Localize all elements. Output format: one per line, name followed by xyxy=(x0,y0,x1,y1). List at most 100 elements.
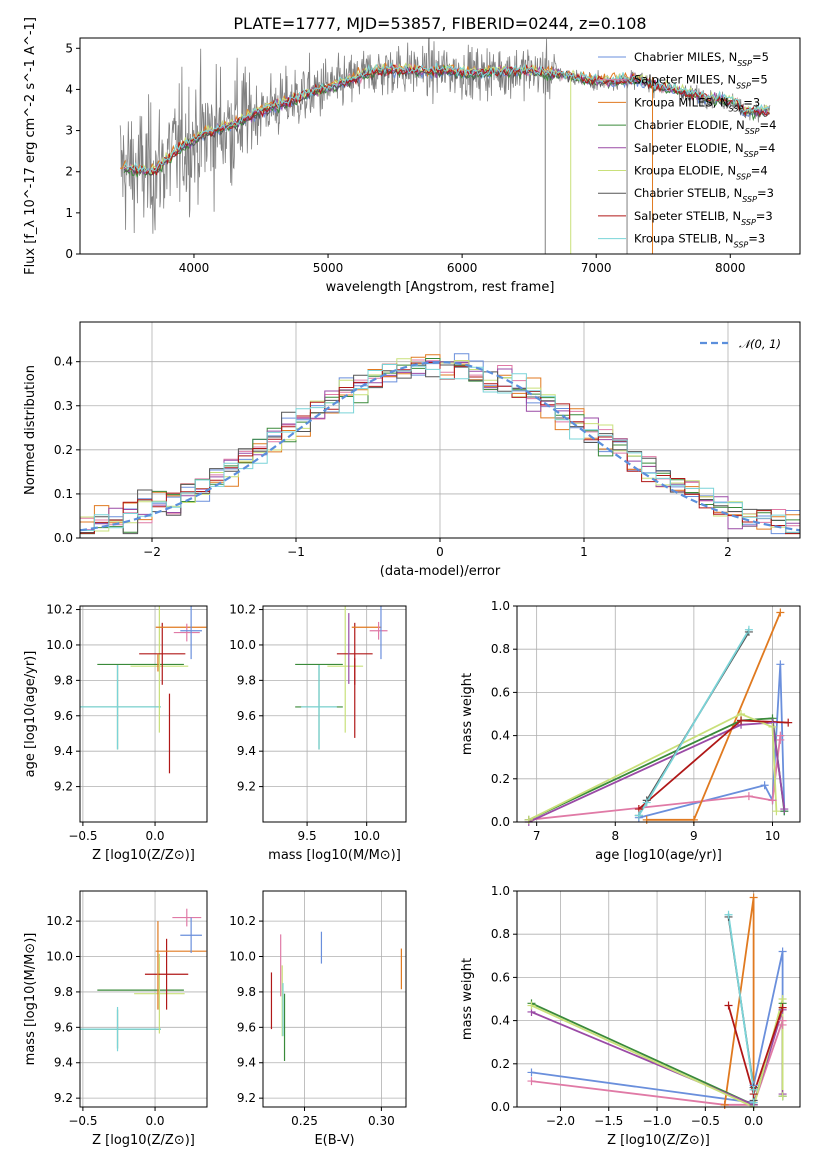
y-tick-label: 4 xyxy=(65,82,73,96)
y-tick-label: 1 xyxy=(65,206,73,220)
weight-marker xyxy=(724,1001,733,1010)
y-tick-label: 0.1 xyxy=(54,487,73,501)
x-tick-label: −0.5 xyxy=(691,1114,720,1128)
y-tick-label: 9.8 xyxy=(237,673,256,687)
x-tick-label: 9 xyxy=(690,829,698,843)
data-point xyxy=(173,623,200,642)
weight-series-line xyxy=(727,914,755,1103)
figure-title: PLATE=1777, MJD=53857, FIBERID=0244, z=0… xyxy=(233,14,646,33)
x-tick-label: 7000 xyxy=(581,261,612,275)
weight-marker xyxy=(642,815,651,824)
y-tick-label: 9.2 xyxy=(54,780,73,794)
plot-area xyxy=(80,908,207,1052)
panel-mass_vs_Z: −0.5 0.0 9.2 9.4 9.6 9.8 10.0 10.2 Z [log10(Z/Z⊙… xyxy=(23,890,208,1148)
legend-label: Salpeter ELODIE, NSSP=4 xyxy=(634,141,775,159)
y-tick-label: 10.2 xyxy=(46,914,73,928)
y-tick-label: 10.0 xyxy=(229,638,256,652)
y-tick-label: 3 xyxy=(65,124,73,138)
residuals-legend: 𝒩(0, 1) xyxy=(700,337,781,351)
y-tick-label: 9.6 xyxy=(237,709,256,723)
x-tick-label: −1.0 xyxy=(642,1114,671,1128)
plot-area xyxy=(295,606,388,750)
gaussian-curve xyxy=(80,360,800,532)
legend-label: Kroupa ELODIE, NSSP=4 xyxy=(634,164,768,182)
data-point xyxy=(80,1006,161,1052)
plot-area xyxy=(80,353,800,535)
x-tick-label: 0 xyxy=(436,545,444,559)
y-tick-label: 2 xyxy=(65,165,73,179)
x-axis-label: wavelength [Angstrom, rest frame] xyxy=(326,280,555,295)
histogram-series xyxy=(80,364,800,533)
data-point xyxy=(327,606,364,733)
weight-marker xyxy=(768,722,777,731)
y-axis-label: mass [log10(M/M⊙)] xyxy=(23,933,38,1066)
y-tick-label: 9.2 xyxy=(237,780,256,794)
x-tick-label: −2 xyxy=(143,545,161,559)
weight-series-line xyxy=(646,612,782,821)
axes-frame xyxy=(262,890,407,1108)
y-tick-label: 9.8 xyxy=(54,985,73,999)
weight-marker xyxy=(776,660,785,669)
data-point xyxy=(130,606,189,733)
x-axis-label: Z [log10(Z/Z⊙)] xyxy=(607,1133,710,1148)
model-fit-line xyxy=(123,64,770,176)
legend-label: Chabrier STELIB, NSSP=3 xyxy=(634,186,774,204)
y-tick-label: 10.0 xyxy=(46,638,73,652)
x-tick-label: 0.0 xyxy=(744,1114,763,1128)
weight-marker xyxy=(642,798,651,807)
y-tick-label: 0.2 xyxy=(491,772,510,786)
y-tick-label: 10.2 xyxy=(229,914,256,928)
x-axis-label: Z [log10(Z/Z⊙)] xyxy=(92,1133,195,1148)
axes-frame xyxy=(79,890,208,1108)
data-point xyxy=(301,664,337,750)
x-tick-label: 6000 xyxy=(447,261,478,275)
x-tick-label: 7 xyxy=(533,829,541,843)
x-tick-label: 2 xyxy=(724,545,732,559)
x-tick-label: 8000 xyxy=(715,261,746,275)
y-tick-label: 0.4 xyxy=(491,1014,510,1028)
plot-area xyxy=(270,931,402,1061)
weight-marker xyxy=(760,781,769,790)
y-tick-label: 9.4 xyxy=(237,1056,256,1070)
x-tick-label: −0.5 xyxy=(68,829,97,843)
data-point xyxy=(180,606,202,660)
y-axis-label: Flux [f_λ 10^-17 erg cm^-2 s^-1 A^-1] xyxy=(23,17,38,275)
x-tick-label: −1 xyxy=(287,545,305,559)
y-axis-label: Normed distribution xyxy=(23,365,38,495)
y-tick-label: 0.2 xyxy=(54,443,73,457)
y-tick-label: 10.0 xyxy=(229,950,256,964)
y-tick-label: 0.4 xyxy=(491,729,510,743)
weight-marker xyxy=(527,1001,536,1010)
data-point xyxy=(172,908,202,927)
y-tick-label: 9.8 xyxy=(237,985,256,999)
weight-marker xyxy=(524,815,533,824)
x-axis-label: mass [log10(M/M⊙)] xyxy=(268,848,401,863)
model-fit-line xyxy=(123,66,770,176)
weight-marker xyxy=(768,796,777,805)
weight-marker xyxy=(720,1100,729,1109)
y-tick-label: 0.4 xyxy=(54,355,73,369)
x-tick-label: 10.0 xyxy=(353,829,380,843)
y-axis-label: mass weight xyxy=(460,673,475,755)
y-tick-label: 0.6 xyxy=(491,685,510,699)
weight-marker xyxy=(780,805,789,814)
y-axis-label: mass weight xyxy=(460,958,475,1040)
axes-frame xyxy=(79,605,208,823)
legend-label: Salpeter MILES, NSSP=5 xyxy=(634,73,768,91)
x-axis-label: (data-model)/error xyxy=(380,564,501,579)
y-tick-label: 1.0 xyxy=(491,884,510,898)
data-point xyxy=(139,622,186,685)
weight-marker xyxy=(527,1077,536,1086)
legend-label: Chabrier MILES, NSSP=5 xyxy=(634,50,769,68)
x-tick-label: 10 xyxy=(765,829,780,843)
x-tick-label: −2.0 xyxy=(546,1114,575,1128)
weight-marker xyxy=(778,947,787,956)
legend-label: Chabrier ELODIE, NSSP=4 xyxy=(634,118,776,136)
plot-area xyxy=(119,38,771,254)
weight-marker xyxy=(784,718,793,727)
x-axis-label: E(B-V) xyxy=(314,1133,354,1148)
legend-label: Salpeter STELIB, NSSP=3 xyxy=(634,209,773,227)
y-tick-label: 0.2 xyxy=(491,1057,510,1071)
y-tick-label: 10.2 xyxy=(46,603,73,617)
x-axis-label: Z [log10(Z/Z⊙)] xyxy=(92,848,195,863)
